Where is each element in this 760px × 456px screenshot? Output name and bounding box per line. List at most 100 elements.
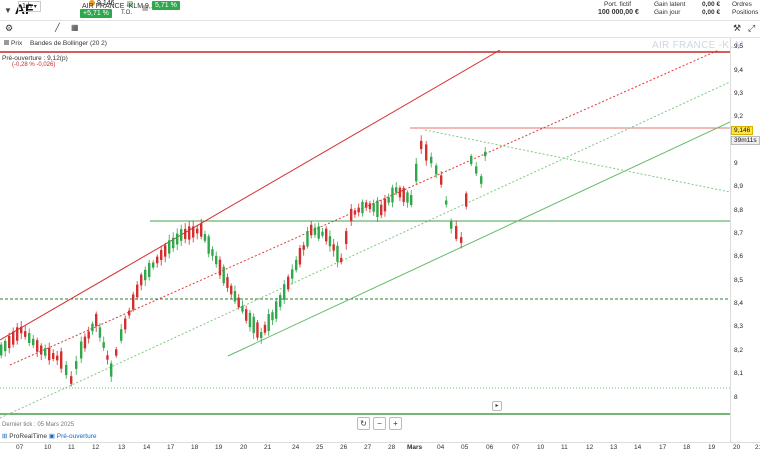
legend-bollinger[interactable]: Bandes de Bollinger (20 2) bbox=[30, 40, 107, 47]
candle-body bbox=[20, 326, 23, 334]
timeframe-select[interactable]: 1 h ▾ bbox=[18, 1, 41, 12]
price-tick-label: 8 bbox=[734, 394, 738, 401]
price-axis[interactable] bbox=[730, 38, 760, 442]
candle-body bbox=[168, 240, 171, 254]
candle-body bbox=[40, 345, 43, 355]
candle-body bbox=[83, 336, 87, 349]
candle-body bbox=[207, 236, 210, 254]
candle-body bbox=[95, 313, 98, 327]
time-tick-label: 20 bbox=[733, 444, 741, 451]
candle-body bbox=[328, 236, 332, 247]
chart-toolbar bbox=[0, 21, 760, 38]
daily-gain-label: Gain jour bbox=[654, 9, 681, 16]
time-tick-label: 11 bbox=[561, 444, 568, 451]
instrument-name: AIR FRANCE -KLM 9,146 bbox=[82, 3, 163, 10]
ticker-label: AF bbox=[14, 1, 34, 17]
candle-body bbox=[0, 344, 3, 356]
candle-body bbox=[8, 335, 11, 349]
settings-icon[interactable]: ⚙ bbox=[5, 23, 14, 33]
zoom-out-icon[interactable]: − bbox=[373, 417, 386, 430]
expand-icon[interactable]: ⤢ bbox=[748, 23, 756, 33]
scroll-end-icon[interactable]: ▸ bbox=[492, 401, 502, 411]
price-tick-label: 9 bbox=[734, 160, 738, 167]
price-chart[interactable] bbox=[0, 50, 730, 442]
time-tick-label: 05 bbox=[461, 444, 469, 451]
candle-body bbox=[140, 274, 143, 286]
candle-body bbox=[164, 245, 167, 257]
candle-body bbox=[372, 203, 375, 212]
candle-body bbox=[248, 312, 252, 328]
candle-body bbox=[215, 255, 218, 265]
price-tick-label: 8,7 bbox=[734, 230, 744, 237]
orders-link[interactable]: Ordres bbox=[732, 1, 752, 8]
candle-body bbox=[435, 165, 438, 175]
time-axis[interactable] bbox=[0, 442, 760, 456]
time-tick-label: 21 bbox=[264, 444, 272, 451]
price-tick-label: 9,5 bbox=[734, 43, 744, 50]
ticker-symbol[interactable]: ▼ AF bbox=[4, 1, 34, 17]
time-tick-label: 07 bbox=[16, 444, 24, 451]
footer-brand: ⊞ ProRealTime ▣ Pré-ouverture bbox=[2, 432, 96, 440]
candle-body bbox=[218, 259, 222, 276]
channel-lower-dashed bbox=[0, 81, 730, 419]
chevron-down-icon[interactable]: ▼ bbox=[4, 5, 12, 15]
candle-body bbox=[222, 266, 225, 284]
time-tick-label: 06 bbox=[486, 444, 494, 451]
candle-body bbox=[267, 314, 270, 331]
reset-zoom-icon[interactable]: ↻ bbox=[357, 417, 370, 430]
candle-body bbox=[415, 163, 418, 182]
candle-body bbox=[184, 228, 187, 240]
layout-grid-icon[interactable]: ▦ bbox=[142, 5, 149, 12]
order-book-icon[interactable]: ▤ bbox=[126, 1, 134, 8]
candle-body bbox=[275, 301, 278, 319]
candle-body bbox=[75, 361, 78, 369]
last-price-marker: 9,146 bbox=[731, 126, 754, 135]
candle-body bbox=[12, 331, 15, 345]
candle-body bbox=[87, 331, 90, 339]
time-tick-label: 12 bbox=[92, 444, 100, 451]
candle-body bbox=[136, 284, 139, 298]
candle-body bbox=[368, 203, 372, 210]
price-tick-label: 8,5 bbox=[734, 277, 744, 284]
unrealized-gain-value: 0,00 € bbox=[702, 1, 721, 8]
zoom-in-icon[interactable]: + bbox=[389, 417, 402, 430]
candle-body bbox=[152, 262, 155, 268]
channel-lower-line bbox=[227, 121, 730, 357]
time-tick-label: 13 bbox=[118, 444, 126, 451]
candle-body bbox=[353, 210, 357, 215]
candle-body bbox=[480, 176, 483, 184]
candle-body bbox=[263, 324, 267, 333]
candle-body bbox=[172, 237, 175, 249]
candle-body bbox=[302, 245, 305, 250]
time-tick-label: 24 bbox=[292, 444, 300, 451]
positions-link[interactable]: Positions bbox=[732, 9, 759, 16]
legend-bollinger-label: Bandes de Bollinger (20 2) bbox=[30, 40, 107, 47]
candle-body bbox=[484, 151, 487, 157]
candle-body bbox=[226, 277, 229, 288]
time-tick-label: 07 bbox=[512, 444, 520, 451]
to-label[interactable]: T.O. bbox=[121, 10, 133, 16]
candle-body bbox=[317, 226, 320, 239]
legend-price-label: Prix bbox=[11, 40, 23, 47]
line-chart-icon[interactable]: ╱ bbox=[55, 23, 60, 32]
instrument-label: AIR FRANCE -KLM bbox=[82, 3, 144, 10]
candle-body bbox=[357, 207, 360, 213]
time-tick-label: 21 bbox=[755, 444, 760, 451]
legend-price[interactable]: Prix bbox=[4, 40, 22, 47]
time-tick-label: 20 bbox=[240, 444, 248, 451]
candle-body bbox=[395, 187, 398, 193]
candle-body bbox=[28, 333, 31, 343]
candle-body bbox=[350, 208, 353, 222]
candle-body bbox=[279, 295, 282, 307]
candle-body bbox=[180, 229, 183, 241]
candle-body bbox=[287, 276, 290, 290]
price-tick-label: 8,1 bbox=[734, 370, 744, 377]
candle-body bbox=[361, 201, 364, 214]
candle-body bbox=[345, 231, 348, 244]
candle-body bbox=[176, 233, 179, 245]
wrench-icon[interactable]: ⚒ bbox=[733, 23, 742, 33]
grid-icon[interactable]: ▦ bbox=[71, 23, 79, 32]
candle-body bbox=[256, 322, 259, 338]
candle-body bbox=[440, 175, 443, 185]
time-tick-label: 12 bbox=[586, 444, 594, 451]
